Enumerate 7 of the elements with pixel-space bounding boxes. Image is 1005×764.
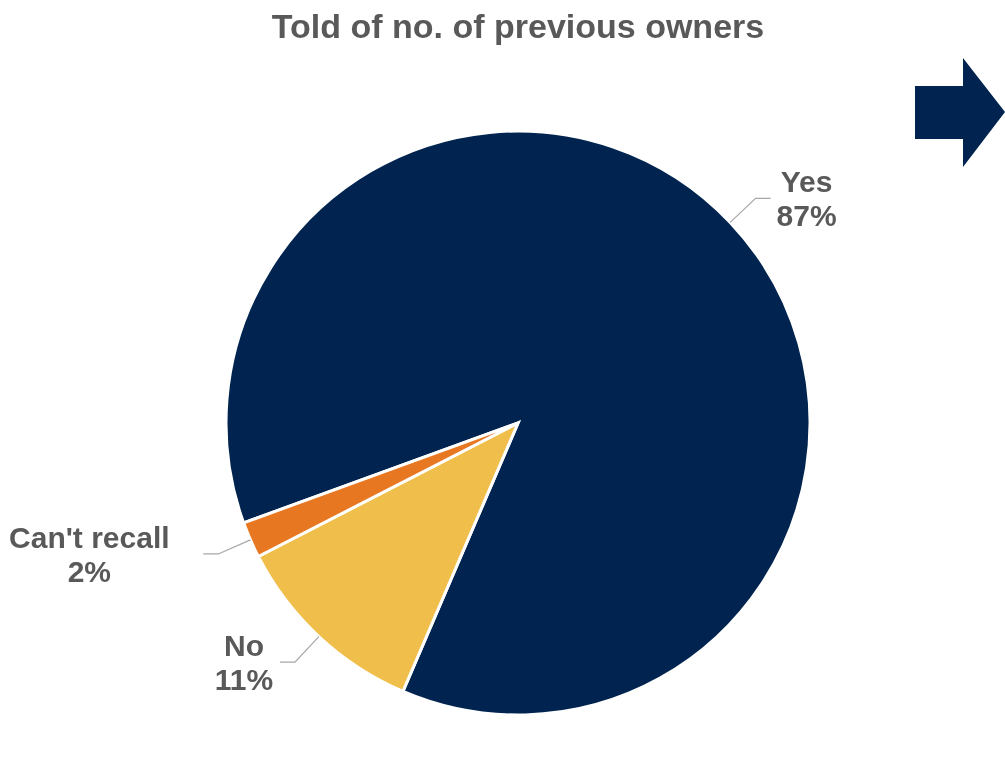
slice-label: No [223,629,264,663]
slice-label: Yes [780,165,833,199]
data-label: 2% [67,554,111,588]
chart-title: Told of no. of previous owners [271,7,765,45]
data-label: 87% [776,199,837,233]
slice-label: Can't recall [9,520,170,554]
data-label: 11% [214,663,274,697]
